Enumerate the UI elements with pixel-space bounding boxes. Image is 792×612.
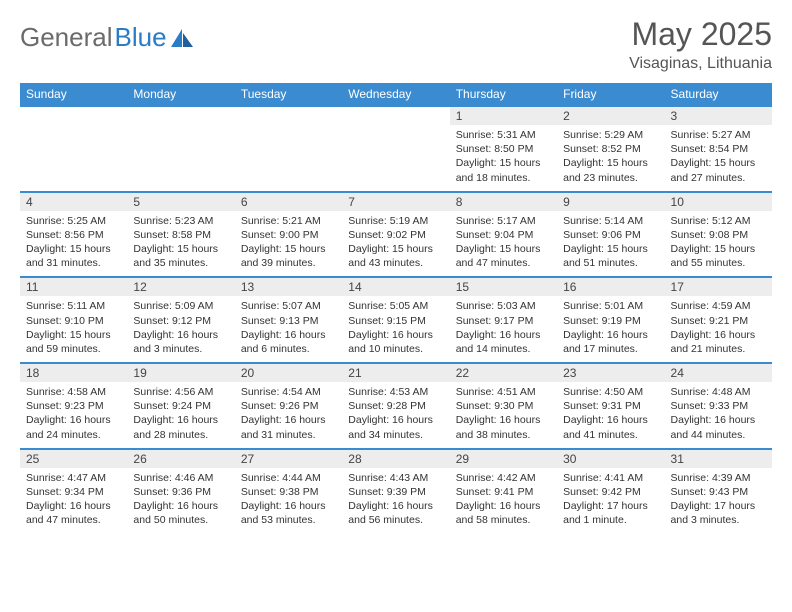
weekday-header: Friday [557, 83, 664, 106]
day-number-cell: 1 [450, 106, 557, 125]
day-number-cell: 11 [20, 277, 127, 296]
day-number-cell [235, 106, 342, 125]
logo-text-gray: General [20, 22, 113, 53]
day-number-cell: 5 [127, 192, 234, 211]
day-number-cell: 29 [450, 449, 557, 468]
day-info-cell [235, 125, 342, 192]
day-info-row: Sunrise: 5:11 AMSunset: 9:10 PMDaylight:… [20, 296, 772, 363]
day-info-cell: Sunrise: 5:14 AMSunset: 9:06 PMDaylight:… [557, 211, 664, 278]
day-number-cell [127, 106, 234, 125]
day-info-cell: Sunrise: 5:21 AMSunset: 9:00 PMDaylight:… [235, 211, 342, 278]
day-info-cell: Sunrise: 5:29 AMSunset: 8:52 PMDaylight:… [557, 125, 664, 192]
location-label: Visaginas, Lithuania [629, 55, 772, 73]
day-number-row: 123 [20, 106, 772, 125]
day-number-cell: 10 [665, 192, 772, 211]
day-info-cell: Sunrise: 5:23 AMSunset: 8:58 PMDaylight:… [127, 211, 234, 278]
day-info-cell: Sunrise: 4:48 AMSunset: 9:33 PMDaylight:… [665, 382, 772, 449]
day-number-cell: 3 [665, 106, 772, 125]
day-number-cell: 31 [665, 449, 772, 468]
title-block: May 2025 Visaginas, Lithuania [629, 16, 772, 73]
day-number-cell: 2 [557, 106, 664, 125]
day-info-row: Sunrise: 5:31 AMSunset: 8:50 PMDaylight:… [20, 125, 772, 192]
day-info-cell: Sunrise: 5:27 AMSunset: 8:54 PMDaylight:… [665, 125, 772, 192]
weekday-header: Sunday [20, 83, 127, 106]
day-number-cell: 20 [235, 363, 342, 382]
day-number-row: 25262728293031 [20, 449, 772, 468]
weekday-header: Wednesday [342, 83, 449, 106]
day-number-cell: 17 [665, 277, 772, 296]
day-number-cell: 7 [342, 192, 449, 211]
day-info-cell: Sunrise: 5:09 AMSunset: 9:12 PMDaylight:… [127, 296, 234, 363]
day-info-cell: Sunrise: 4:58 AMSunset: 9:23 PMDaylight:… [20, 382, 127, 449]
logo: GeneralBlue [20, 16, 193, 53]
day-info-cell: Sunrise: 4:42 AMSunset: 9:41 PMDaylight:… [450, 468, 557, 534]
day-number-row: 18192021222324 [20, 363, 772, 382]
logo-text-blue: Blue [115, 22, 167, 53]
day-number-cell: 23 [557, 363, 664, 382]
day-number-cell: 18 [20, 363, 127, 382]
day-number-cell: 8 [450, 192, 557, 211]
weekday-header: Saturday [665, 83, 772, 106]
day-info-cell: Sunrise: 5:31 AMSunset: 8:50 PMDaylight:… [450, 125, 557, 192]
day-number-cell: 14 [342, 277, 449, 296]
day-info-cell: Sunrise: 5:01 AMSunset: 9:19 PMDaylight:… [557, 296, 664, 363]
day-info-cell: Sunrise: 4:43 AMSunset: 9:39 PMDaylight:… [342, 468, 449, 534]
day-number-cell: 16 [557, 277, 664, 296]
day-number-cell: 6 [235, 192, 342, 211]
day-info-row: Sunrise: 4:47 AMSunset: 9:34 PMDaylight:… [20, 468, 772, 534]
day-info-cell: Sunrise: 4:44 AMSunset: 9:38 PMDaylight:… [235, 468, 342, 534]
day-number-cell: 26 [127, 449, 234, 468]
day-info-cell: Sunrise: 5:03 AMSunset: 9:17 PMDaylight:… [450, 296, 557, 363]
day-info-cell: Sunrise: 5:19 AMSunset: 9:02 PMDaylight:… [342, 211, 449, 278]
day-info-cell [342, 125, 449, 192]
day-info-cell: Sunrise: 4:54 AMSunset: 9:26 PMDaylight:… [235, 382, 342, 449]
logo-sail-icon [171, 29, 193, 47]
day-number-cell: 22 [450, 363, 557, 382]
day-info-cell: Sunrise: 4:41 AMSunset: 9:42 PMDaylight:… [557, 468, 664, 534]
weekday-header: Monday [127, 83, 234, 106]
day-info-cell: Sunrise: 5:17 AMSunset: 9:04 PMDaylight:… [450, 211, 557, 278]
day-number-cell: 25 [20, 449, 127, 468]
day-number-row: 45678910 [20, 192, 772, 211]
calendar-table: Sunday Monday Tuesday Wednesday Thursday… [20, 83, 772, 533]
day-number-cell: 21 [342, 363, 449, 382]
day-number-cell: 19 [127, 363, 234, 382]
day-info-cell: Sunrise: 4:51 AMSunset: 9:30 PMDaylight:… [450, 382, 557, 449]
day-number-cell: 4 [20, 192, 127, 211]
header: GeneralBlue May 2025 Visaginas, Lithuani… [20, 16, 772, 73]
page-title: May 2025 [629, 16, 772, 53]
day-number-cell: 15 [450, 277, 557, 296]
day-info-cell: Sunrise: 5:07 AMSunset: 9:13 PMDaylight:… [235, 296, 342, 363]
day-info-cell: Sunrise: 5:12 AMSunset: 9:08 PMDaylight:… [665, 211, 772, 278]
weekday-header: Thursday [450, 83, 557, 106]
day-info-cell: Sunrise: 4:59 AMSunset: 9:21 PMDaylight:… [665, 296, 772, 363]
day-number-cell: 9 [557, 192, 664, 211]
day-info-cell: Sunrise: 4:47 AMSunset: 9:34 PMDaylight:… [20, 468, 127, 534]
day-number-cell: 24 [665, 363, 772, 382]
day-number-cell [20, 106, 127, 125]
day-number-cell: 28 [342, 449, 449, 468]
day-info-cell: Sunrise: 4:50 AMSunset: 9:31 PMDaylight:… [557, 382, 664, 449]
day-number-cell [342, 106, 449, 125]
day-info-cell: Sunrise: 4:39 AMSunset: 9:43 PMDaylight:… [665, 468, 772, 534]
day-info-cell: Sunrise: 5:05 AMSunset: 9:15 PMDaylight:… [342, 296, 449, 363]
day-info-cell: Sunrise: 5:25 AMSunset: 8:56 PMDaylight:… [20, 211, 127, 278]
day-info-cell: Sunrise: 4:56 AMSunset: 9:24 PMDaylight:… [127, 382, 234, 449]
day-number-cell: 12 [127, 277, 234, 296]
day-number-cell: 30 [557, 449, 664, 468]
day-number-cell: 13 [235, 277, 342, 296]
day-info-cell: Sunrise: 4:53 AMSunset: 9:28 PMDaylight:… [342, 382, 449, 449]
day-info-row: Sunrise: 5:25 AMSunset: 8:56 PMDaylight:… [20, 211, 772, 278]
day-info-row: Sunrise: 4:58 AMSunset: 9:23 PMDaylight:… [20, 382, 772, 449]
day-info-cell [20, 125, 127, 192]
day-info-cell: Sunrise: 4:46 AMSunset: 9:36 PMDaylight:… [127, 468, 234, 534]
weekday-header-row: Sunday Monday Tuesday Wednesday Thursday… [20, 83, 772, 106]
day-number-cell: 27 [235, 449, 342, 468]
day-info-cell: Sunrise: 5:11 AMSunset: 9:10 PMDaylight:… [20, 296, 127, 363]
day-info-cell [127, 125, 234, 192]
day-number-row: 11121314151617 [20, 277, 772, 296]
weekday-header: Tuesday [235, 83, 342, 106]
